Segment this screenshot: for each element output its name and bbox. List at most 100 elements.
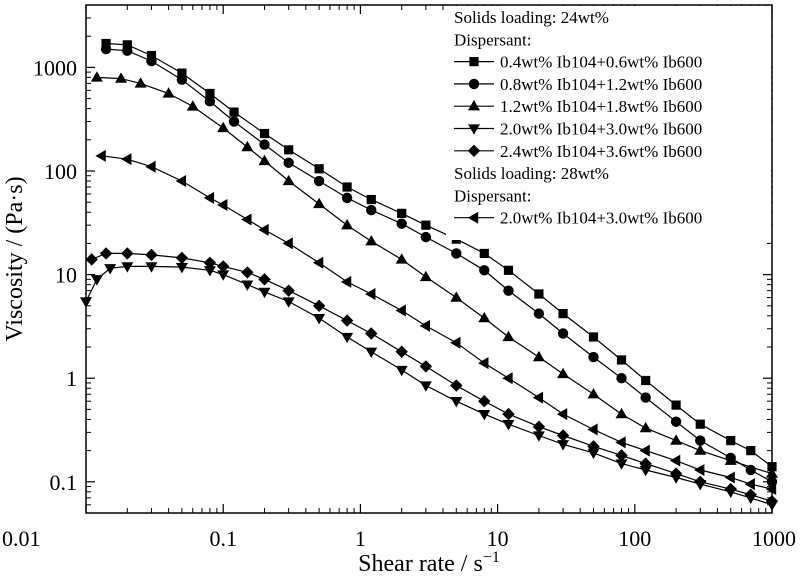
data-point [421,220,431,230]
data-point [145,262,158,273]
x-tick-label: 10 [487,526,509,551]
x-tick-label: 1000 [752,526,796,551]
data-point [616,373,627,384]
data-point [615,449,628,462]
data-point [95,149,106,162]
data-point [283,157,294,168]
data-point [766,467,778,478]
data-point [478,311,491,323]
chart-marks [80,38,779,511]
data-point [342,182,352,192]
y-tick-label: 100 [44,159,77,184]
data-point [146,50,157,61]
data-point [533,308,545,319]
data-point [615,436,626,449]
data-point [395,304,406,317]
legend-label: 2.0wt% Ib104+3.0wt% Ib600 [500,209,702,228]
legend-label: 2.4wt% Ib104+3.6wt% Ib600 [500,142,702,161]
data-point [258,154,271,166]
data-point [146,55,157,67]
data-point [532,420,546,433]
data-point [588,351,599,363]
data-point [503,265,514,275]
data-point [313,313,326,325]
series-4 [85,247,779,508]
data-point [694,464,705,477]
data-point [419,319,431,332]
data-point [450,336,461,349]
data-point [313,175,325,187]
data-point [641,375,651,386]
data-point [669,467,683,480]
data-point [556,408,568,421]
data-point [671,400,681,410]
data-point [365,347,378,358]
data-point [744,478,755,491]
data-point [615,459,628,470]
data-point [121,247,134,260]
data-point [341,192,353,204]
data-point [282,297,295,308]
data-point [217,270,230,281]
data-point [85,253,98,266]
data-point [479,248,489,259]
data-point [341,218,354,230]
data-point [556,429,570,442]
data-point [366,194,376,205]
data-point [588,332,599,342]
legend-item: 2.4wt% Ib104+3.6wt% Ib600 [454,142,702,161]
legend-marker [468,100,480,111]
data-point [203,256,217,269]
legend-marker [468,124,480,135]
legend-marker [468,78,480,90]
data-point [726,435,736,446]
data-point [669,454,681,467]
data-point [204,96,216,107]
y-tick-label: 10 [55,263,77,288]
data-point [450,397,463,408]
data-point [145,160,156,173]
data-point [229,107,239,117]
data-point [282,174,295,186]
x-tick-label: 100 [618,526,651,551]
data-point [175,175,187,188]
legend-label: 0.4wt% Ib104+0.6wt% Ib600 [500,53,702,72]
data-point [258,287,271,299]
data-point [258,273,271,286]
data-point [162,87,175,98]
data-point [145,248,158,262]
data-point [724,454,737,465]
series-1 [100,43,778,488]
data-point [395,365,408,377]
data-point [587,388,600,399]
data-point [502,420,515,431]
data-point [205,88,215,99]
series-2 [90,71,778,478]
data-point [314,164,324,174]
data-point [746,446,756,456]
data-point [366,204,377,216]
data-point [90,275,103,286]
data-point [258,223,269,236]
data-point [365,287,376,300]
legend-marker [467,144,481,157]
legend-item: 0.4wt% Ib104+0.6wt% Ib600 [454,53,702,72]
data-point [176,74,188,85]
legend-marker [469,57,479,67]
data-point [532,391,544,404]
data-point [134,77,147,88]
data-point [639,444,650,457]
data-point [615,407,628,419]
data-point [695,435,706,446]
data-point [503,285,514,296]
data-point [532,350,545,362]
data-point [670,434,683,445]
data-point [587,423,598,436]
y-tick-label: 0.1 [50,470,78,495]
data-point [100,43,112,55]
data-point [121,153,132,166]
series-5 [95,149,777,496]
data-point [639,457,652,470]
data-point [639,421,652,433]
